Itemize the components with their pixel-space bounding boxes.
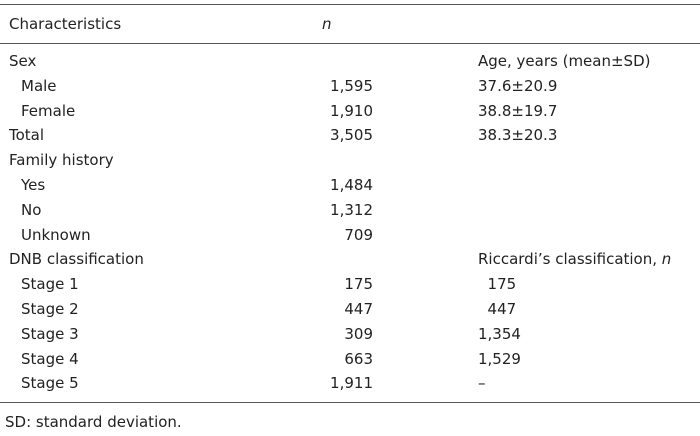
table-row: Sex Age, years (mean±SD) bbox=[0, 49, 700, 73]
row-label: No bbox=[21, 200, 42, 219]
row-n-value: 175 bbox=[344, 275, 373, 294]
header-n: n bbox=[322, 15, 332, 33]
table-row: Female 1,910 38.8±19.7 bbox=[0, 99, 700, 123]
row-label: Stage 2 bbox=[21, 300, 79, 318]
row-label: Yes bbox=[21, 176, 46, 194]
row-right-value: Riccardi’s classification, n bbox=[478, 247, 671, 271]
table-header-row: Characteristics n bbox=[0, 12, 700, 36]
table-row: Unknown 709 bbox=[0, 223, 700, 247]
row-n-value: 1,595 bbox=[330, 76, 373, 95]
table-row: Stage 2 447 447 bbox=[0, 297, 700, 321]
row-right-text: 1,354 bbox=[478, 324, 521, 343]
table-row: No 1,312 bbox=[0, 198, 700, 222]
row-n-value: 1,911 bbox=[330, 374, 373, 393]
table-row: Stage 3 309 1,354 bbox=[0, 322, 700, 346]
table-row: Male 1,595 37.6±20.9 bbox=[0, 74, 700, 98]
table-row: Total 3,505 38.3±20.3 bbox=[0, 123, 700, 147]
row-right-text: 37.6±20.9 bbox=[478, 76, 558, 95]
row-right-value: 1,354 bbox=[478, 322, 521, 346]
table-row: Stage 5 1,911 – bbox=[0, 371, 700, 395]
table-row: Stage 1 175 175 bbox=[0, 272, 700, 296]
row-n-value: 663 bbox=[344, 349, 373, 368]
row-right-text: – bbox=[478, 374, 486, 393]
row-label: Family history bbox=[9, 151, 114, 170]
row-right-text: 447 bbox=[478, 300, 517, 318]
table-footnote: SD: standard deviation. bbox=[5, 413, 182, 431]
row-right-text: 38.8±19.7 bbox=[478, 101, 558, 120]
row-right-value: 38.8±19.7 bbox=[478, 99, 557, 123]
row-label: Unknown bbox=[21, 225, 91, 244]
row-right-value: Age, years (mean±SD) bbox=[478, 49, 650, 73]
row-n-value: 1,484 bbox=[330, 176, 373, 194]
row-label: Stage 4 bbox=[21, 349, 79, 368]
table-row: Stage 4 663 1,529 bbox=[0, 347, 700, 371]
row-n-value: 447 bbox=[344, 300, 373, 318]
row-label: Total bbox=[9, 126, 45, 145]
row-right-value: 38.3±20.3 bbox=[478, 123, 557, 147]
table-bottom-rule bbox=[0, 402, 700, 403]
table-row: Family history bbox=[0, 148, 700, 172]
row-right-text: 1,529 bbox=[478, 349, 521, 368]
row-label: Sex bbox=[9, 52, 37, 70]
row-n-value: 1,312 bbox=[330, 200, 373, 219]
row-n-value: 309 bbox=[344, 324, 373, 343]
row-label: Stage 3 bbox=[21, 324, 79, 343]
table-row: DNB classification Riccardi’s classificat… bbox=[0, 247, 700, 271]
row-right-text: Riccardi’s classification, bbox=[478, 250, 662, 269]
row-right-value: 1,529 bbox=[478, 347, 521, 371]
table-row: Yes 1,484 bbox=[0, 173, 700, 197]
row-n-value: 3,505 bbox=[330, 126, 373, 145]
row-right-value: 447 bbox=[478, 297, 517, 321]
row-n-value: 709 bbox=[344, 225, 373, 244]
row-label: Female bbox=[21, 101, 76, 120]
header-characteristics: Characteristics bbox=[9, 15, 122, 33]
table-header-rule bbox=[0, 43, 700, 44]
table-top-rule bbox=[0, 4, 700, 5]
row-n-value: 1,910 bbox=[330, 101, 373, 120]
row-right-text: 38.3±20.3 bbox=[478, 126, 558, 145]
row-label: Stage 5 bbox=[21, 374, 79, 393]
row-right-italic: n bbox=[661, 250, 672, 269]
row-right-text: 175 bbox=[478, 275, 517, 294]
row-right-text: Age, years (mean±SD) bbox=[478, 52, 651, 70]
row-label: DNB classification bbox=[9, 250, 144, 269]
row-right-value: 37.6±20.9 bbox=[478, 74, 557, 98]
row-right-value: 175 bbox=[478, 272, 517, 296]
row-label: Stage 1 bbox=[21, 275, 79, 294]
row-label: Male bbox=[21, 76, 57, 95]
row-right-value: – bbox=[478, 371, 486, 395]
